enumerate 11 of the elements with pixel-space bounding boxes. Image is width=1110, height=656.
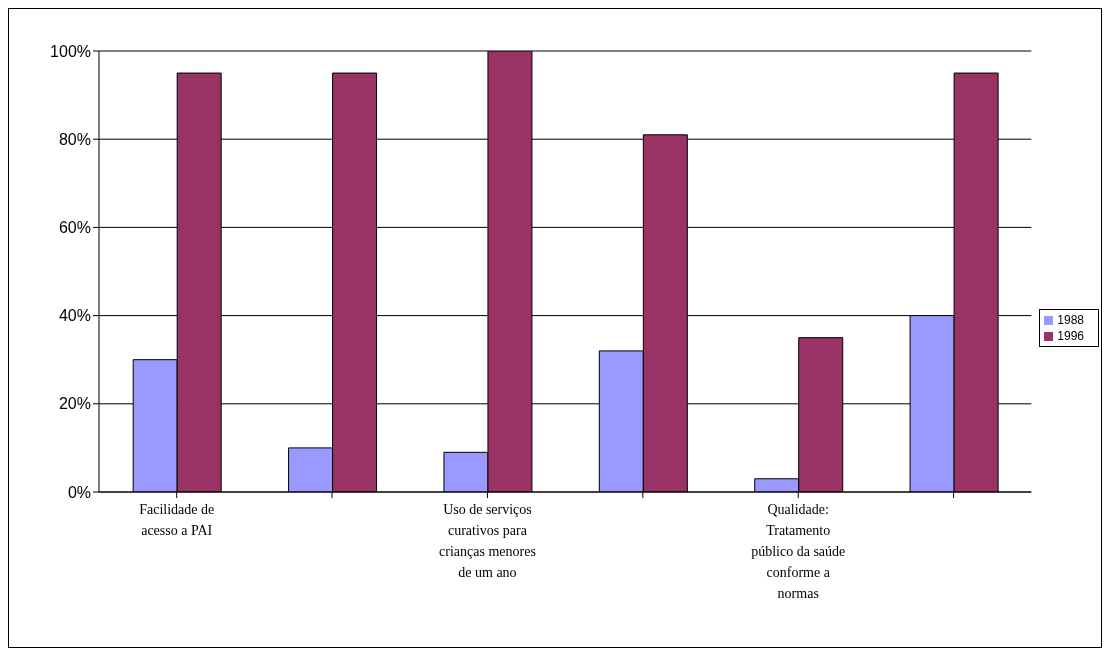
y-tick-label: 100%	[50, 42, 91, 60]
x-tick-label: Facilidade de acesso a PAI	[139, 502, 215, 538]
x-tick-label: Qualidade: Tratamento público da saúde conforme a normas	[751, 502, 846, 601]
y-tick-label: 40%	[58, 307, 91, 325]
y-tick-label: 0%	[67, 483, 91, 501]
legend-label: 1988	[1057, 313, 1084, 327]
y-tick-label: 60%	[58, 219, 91, 237]
y-tick-label: 80%	[58, 130, 91, 148]
y-tick-label: 20%	[58, 395, 91, 413]
legend-label: 1996	[1057, 329, 1084, 343]
x-tick-label: Uso de serviços curativos para crianças menores de um ano	[439, 502, 536, 580]
